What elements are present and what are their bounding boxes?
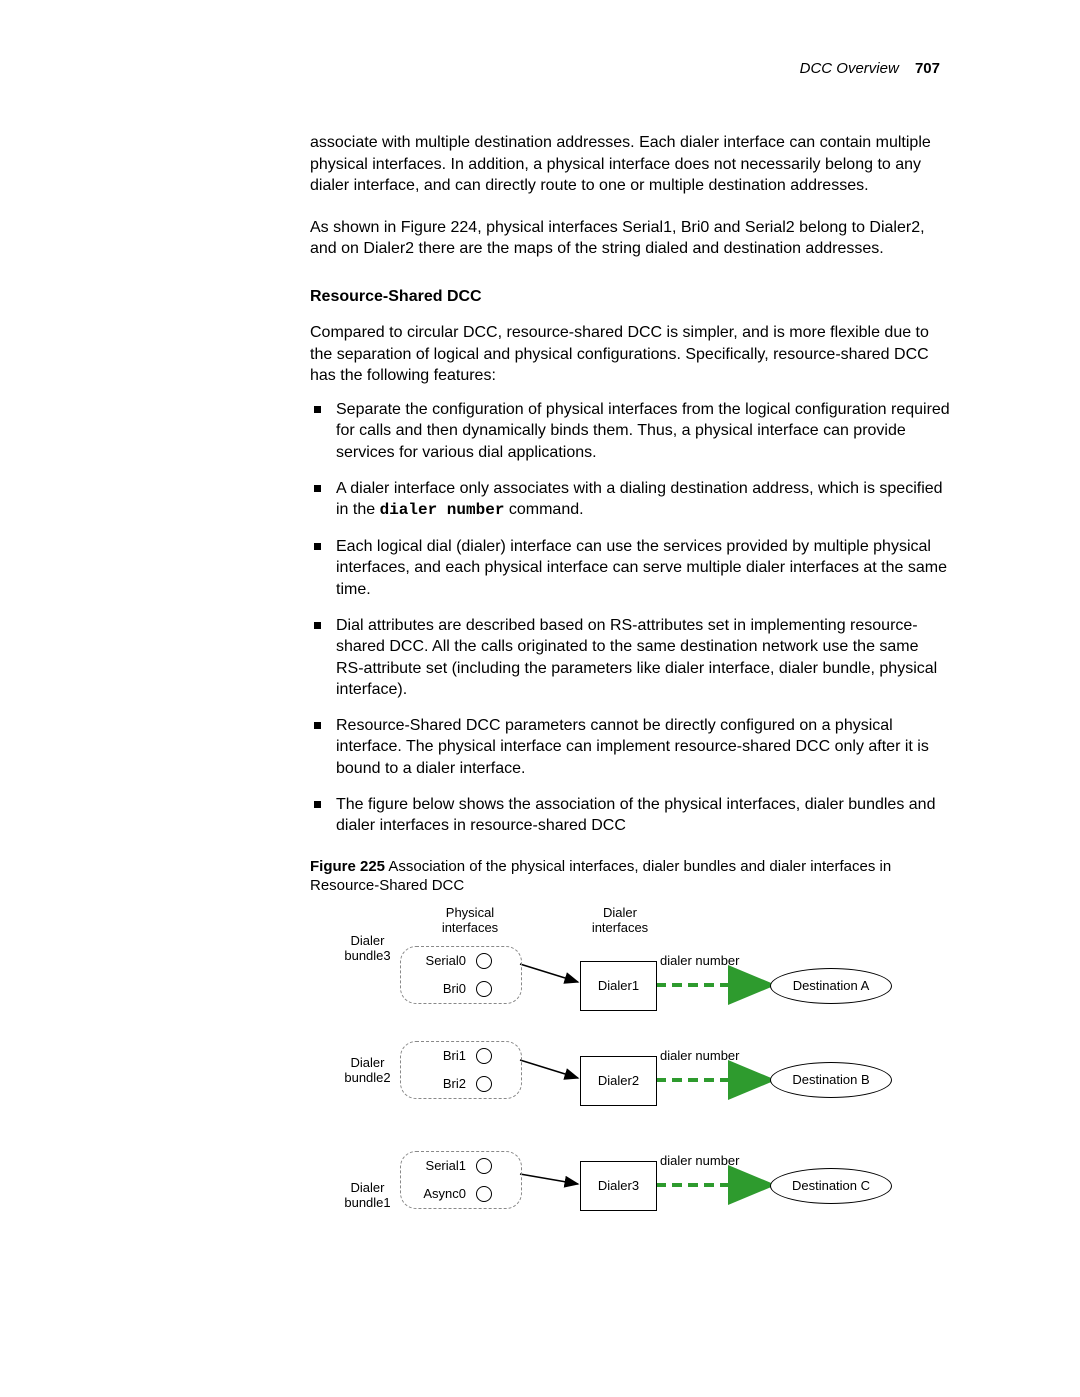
- list-item: A dialer interface only associates with …: [310, 478, 950, 522]
- port-icon: [476, 1186, 492, 1202]
- phys-group: Serial0 Bri0: [400, 946, 522, 1004]
- paragraph: associate with multiple destination addr…: [310, 132, 950, 197]
- phys-name: Bri2: [411, 1076, 466, 1091]
- header-page-number: 707: [915, 60, 940, 77]
- list-item: Dial attributes are described based on R…: [310, 615, 950, 701]
- figure-caption-text: Association of the physical interfaces, …: [310, 858, 891, 895]
- dialer-box: Dialer3: [580, 1161, 657, 1211]
- header-title: DCC Overview: [800, 60, 899, 77]
- list-item-text: Each logical dial (dialer) interface can…: [336, 538, 947, 598]
- port-icon: [476, 1048, 492, 1064]
- inline-code: dialer number: [380, 501, 505, 519]
- port-icon: [476, 1158, 492, 1174]
- paragraph: As shown in Figure 224, physical interfa…: [310, 217, 950, 260]
- destination-label: Destination C: [792, 1178, 870, 1193]
- phys-interface: Async0: [401, 1180, 521, 1208]
- phys-name: Serial1: [411, 1158, 466, 1173]
- destination-oval: Destination C: [770, 1168, 892, 1204]
- column-label-dialer: Dialer interfaces: [580, 906, 660, 936]
- phys-interface: Bri0: [401, 975, 521, 1003]
- figure-caption: Figure 225 Association of the physical i…: [310, 857, 950, 896]
- dialer-label: Dialer1: [598, 978, 639, 993]
- bundle-label: Dialer bundle1: [340, 1181, 395, 1211]
- phys-group: Serial1 Async0: [400, 1151, 522, 1209]
- destination-oval: Destination B: [770, 1062, 892, 1098]
- port-icon: [476, 953, 492, 969]
- list-item: Separate the configuration of physical i…: [310, 399, 950, 464]
- destination-label: Destination B: [792, 1072, 869, 1087]
- feature-list: Separate the configuration of physical i…: [310, 399, 950, 837]
- list-item-text: Resource-Shared DCC parameters cannot be…: [336, 717, 929, 777]
- paragraph: Compared to circular DCC, resource-share…: [310, 322, 950, 387]
- list-item: The figure below shows the association o…: [310, 794, 950, 837]
- column-label-physical: Physical interfaces: [425, 906, 515, 936]
- phys-interface: Bri2: [401, 1070, 521, 1098]
- list-item-text: Separate the configuration of physical i…: [336, 401, 950, 461]
- list-item-text: The figure below shows the association o…: [336, 796, 935, 835]
- section-heading: Resource-Shared DCC: [310, 288, 950, 306]
- list-item: Each logical dial (dialer) interface can…: [310, 536, 950, 601]
- content-column: associate with multiple destination addr…: [310, 132, 950, 1276]
- edge-label: dialer number: [660, 1049, 740, 1064]
- phys-interface: Serial0: [401, 947, 521, 975]
- port-icon: [476, 1076, 492, 1092]
- page-header: DCC Overview 707: [130, 60, 950, 77]
- bundle-label: Dialer bundle3: [340, 934, 395, 964]
- phys-name: Bri0: [411, 981, 466, 996]
- phys-group: Bri1 Bri2: [400, 1041, 522, 1099]
- dialer-box: Dialer1: [580, 961, 657, 1011]
- dialer-label: Dialer3: [598, 1178, 639, 1193]
- figure-diagram: Physical interfaces Dialer interfaces Di…: [330, 906, 970, 1276]
- port-icon: [476, 981, 492, 997]
- phys-interface: Bri1: [401, 1042, 521, 1070]
- edge-label: dialer number: [660, 954, 740, 969]
- list-item-text: Dial attributes are described based on R…: [336, 617, 937, 699]
- dialer-box: Dialer2: [580, 1056, 657, 1106]
- bundle-label: Dialer bundle2: [340, 1056, 395, 1086]
- document-page: DCC Overview 707 associate with multiple…: [0, 0, 1080, 1356]
- destination-oval: Destination A: [770, 968, 892, 1004]
- edge-label: dialer number: [660, 1154, 740, 1169]
- phys-name: Serial0: [411, 953, 466, 968]
- list-item-text: command.: [504, 501, 583, 518]
- phys-name: Bri1: [411, 1048, 466, 1063]
- phys-name: Async0: [411, 1186, 466, 1201]
- phys-interface: Serial1: [401, 1152, 521, 1180]
- figure-number: Figure 225: [310, 858, 385, 875]
- destination-label: Destination A: [793, 978, 870, 993]
- list-item: Resource-Shared DCC parameters cannot be…: [310, 715, 950, 780]
- dialer-label: Dialer2: [598, 1073, 639, 1088]
